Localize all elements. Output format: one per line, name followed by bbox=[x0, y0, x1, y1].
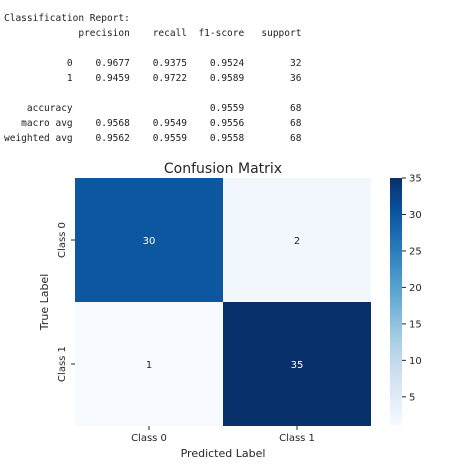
colorbar-tick-label: 20 bbox=[409, 283, 422, 294]
report-class-row: 1 0.9459 0.9722 0.9589 36 bbox=[4, 73, 302, 84]
report-summary-row: macro avg 0.9568 0.9549 0.9556 68 bbox=[4, 118, 302, 129]
report-summary-row: accuracy 0.9559 68 bbox=[4, 103, 302, 114]
y-axis-label: True Label bbox=[38, 274, 51, 332]
report-header-row: precision recall f1-score support bbox=[4, 28, 302, 39]
cell-value-label: 35 bbox=[291, 360, 304, 371]
heatmap-axes: Class 0 Class 1 Class 0 Class 1 bbox=[57, 222, 315, 444]
heatmap-cell bbox=[223, 178, 371, 302]
report-summary-row: weighted avg 0.9562 0.9559 0.9558 68 bbox=[4, 133, 302, 144]
y-tick-label: Class 0 bbox=[57, 222, 68, 258]
colorbar-tick-label: 15 bbox=[409, 319, 422, 330]
x-tick-label: Class 1 bbox=[279, 433, 315, 444]
cell-value-label: 1 bbox=[146, 360, 152, 371]
y-tick-label: Class 1 bbox=[57, 346, 68, 382]
colorbar-tick-label: 30 bbox=[409, 210, 422, 221]
colorbar-tick-label: 10 bbox=[409, 356, 422, 367]
heatmap-cells: 30 2 1 35 bbox=[75, 178, 371, 426]
classification-report: Classification Report: precision recall … bbox=[4, 11, 301, 146]
report-title: Classification Report: bbox=[4, 13, 130, 24]
cell-value-label: 30 bbox=[143, 236, 156, 247]
heatmap-cell bbox=[75, 302, 223, 426]
colorbar-tick-label: 25 bbox=[409, 246, 422, 257]
colorbar-tick-label: 35 bbox=[409, 174, 422, 185]
heatmap-cell bbox=[223, 302, 371, 426]
cell-value-label: 2 bbox=[294, 236, 300, 247]
colorbar-gradient bbox=[390, 178, 402, 426]
chart-title: Confusion Matrix bbox=[164, 161, 282, 177]
colorbar: 5 10 15 20 25 30 35 bbox=[390, 174, 422, 426]
report-class-row: 0 0.9677 0.9375 0.9524 32 bbox=[4, 58, 302, 69]
heatmap-cell bbox=[75, 178, 223, 302]
x-tick-label: Class 0 bbox=[131, 433, 167, 444]
x-axis-label: Predicted Label bbox=[181, 447, 266, 460]
colorbar-tick-label: 5 bbox=[409, 392, 415, 403]
